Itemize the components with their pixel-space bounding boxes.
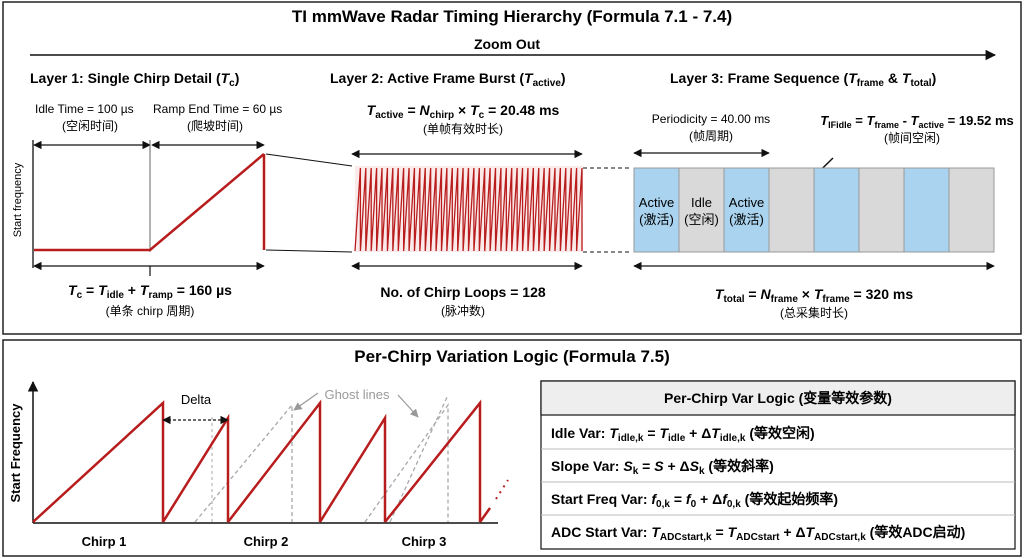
top-title: TI mmWave Radar Timing Hierarchy (Formul… [292, 7, 732, 26]
chirp-4-start [478, 507, 492, 523]
ifidle-formula: TIFidle = Tframe - Tactive = 19.52 ms [820, 113, 1014, 130]
ghost-lines [194, 394, 449, 523]
frame-block-idle [858, 167, 905, 253]
zoom-out-label: Zoom Out [474, 36, 540, 52]
chirp-2a-waveform [161, 413, 230, 523]
ghost-chirp-1 [194, 403, 293, 523]
periodicity-cn: (帧周期) [689, 129, 733, 143]
chirp-waveforms [32, 399, 509, 523]
bottom-title: Per-Chirp Variation Logic (Formula 7.5) [354, 347, 670, 366]
table-header: Per-Chirp Var Logic (变量等效参数) [664, 390, 892, 406]
frame-block-active [813, 167, 860, 253]
ifidle-cn: (帧间空闲) [884, 131, 940, 145]
single-chirp-waveform [34, 153, 265, 252]
total-time-cn: (总采集时长) [780, 305, 848, 320]
chirp-loops-cn: (脉冲数) [441, 303, 485, 318]
idle-time-cn: (空闲时间) [62, 119, 118, 133]
ghost-chirp-2 [364, 402, 449, 523]
chirp-1-label: Chirp 1 [82, 534, 127, 549]
delta-label: Delta [181, 392, 212, 407]
ghost-lines-label: Ghost lines [324, 387, 390, 402]
table-header-row [540, 380, 1016, 416]
chirp-2b-waveform [227, 399, 322, 523]
active-time-cn: (单帧有效时长) [423, 121, 503, 136]
layer3-title: Layer 3: Frame Sequence (Tframe & Ttotal… [670, 70, 936, 89]
bottom-y-label: Start Frequency [8, 403, 23, 503]
bottom-panel [2, 339, 1022, 557]
chirp-continuation-dots [495, 479, 509, 500]
chirp-2-label: Chirp 2 [244, 534, 289, 549]
burst-background [355, 166, 583, 252]
chirp-3a-waveform [318, 413, 387, 523]
frame-block-active [723, 167, 770, 253]
idle-time-label: Idle Time = 100 µs [35, 102, 134, 116]
frame-label-3: Active [729, 195, 764, 210]
table-row-1: Idle Var: Tidle,k = Tidle + ΔTidle,k (等效… [551, 425, 815, 444]
ramp-end-label: Ramp End Time = 60 µs [153, 102, 282, 116]
total-time-formula: Ttotal = Nframe × Tframe = 320 ms [715, 286, 913, 305]
layer2-title: Layer 2: Active Frame Burst (Tactive) [330, 70, 566, 89]
table-row-4: ADC Start Var: TADCstart,k = TADCstart +… [551, 524, 965, 543]
frame-label-cn-2: (空闲) [684, 212, 719, 227]
frame-block-active [633, 167, 680, 253]
active-time-formula: Tactive = Nchirp × Tc = 20.48 ms [367, 102, 560, 121]
ramp-end-cn: (爬坡时间) [187, 119, 243, 133]
frame-block-active [903, 167, 950, 253]
periodicity-label: Periodicity = 40.00 ms [652, 112, 770, 126]
frame-label-1: Active [639, 195, 674, 210]
chirp-3-label: Chirp 3 [402, 534, 447, 549]
var-logic-table: Per-Chirp Var Logic (变量等效参数) Idle Var: T… [540, 380, 1016, 550]
frame-block-idle [768, 167, 815, 253]
chirp-loops-label: No. of Chirp Loops = 128 [380, 284, 546, 300]
table-border [540, 380, 1016, 550]
ghost-pointer-left [293, 392, 319, 411]
table-row-3: Start Freq Var: f0,k = f0 + Δf0,k (等效起始频… [551, 491, 838, 510]
chirp-3b-waveform [384, 399, 482, 523]
chirp-burst [354, 167, 583, 252]
layer1-title: Layer 1: Single Chirp Detail (Tc) [30, 70, 239, 89]
frame-block-idle [678, 167, 725, 253]
frame-label-2: Idle [691, 195, 712, 210]
chirp-1-waveform [32, 400, 165, 523]
frame-block-idle [948, 167, 995, 253]
zoom-line-bottom [265, 249, 353, 253]
burst-sawtooth [354, 167, 583, 252]
ghost-chirp-3 [389, 394, 449, 523]
top-panel [2, 1, 1022, 335]
frame-label-cn-3: (激活) [729, 212, 764, 227]
frame-sequence: Active (激活) Idle (空闲) Active (激活) [633, 167, 995, 253]
layer1-y-label: Start frequency [12, 162, 24, 237]
zoom-line-top [265, 153, 353, 167]
chirp-period-cn: (单条 chirp 周期) [106, 304, 195, 318]
chirp-period-formula: Tc = Tidle + Tramp = 160 µs [68, 282, 232, 301]
ghost-pointer-right [397, 394, 419, 418]
ifidle-pointer-arrow [796, 157, 834, 194]
table-rows: Idle Var: Tidle,k = Tidle + ΔTidle,k (等效… [551, 425, 965, 543]
frame-label-cn-1: (激活) [639, 212, 674, 227]
table-row-2: Slope Var: Sk = S + ΔSk (等效斜率) [551, 458, 774, 477]
